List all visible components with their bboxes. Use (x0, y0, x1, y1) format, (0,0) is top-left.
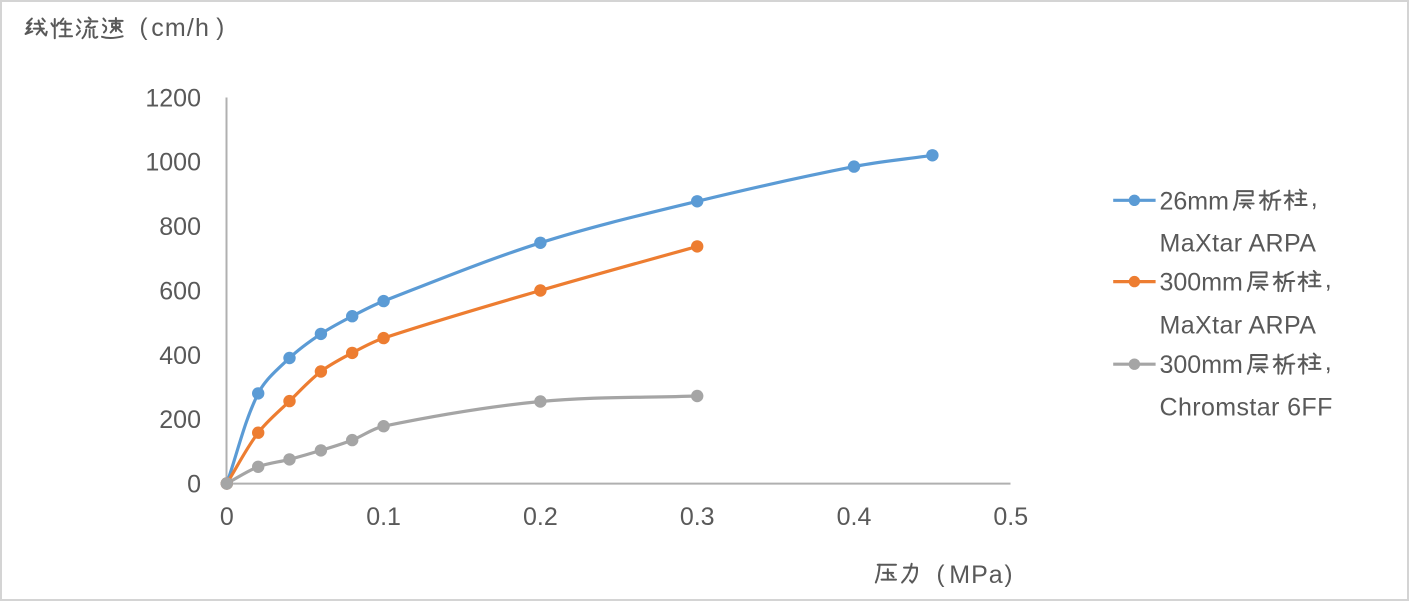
svg-text:MaXtar ARPA: MaXtar ARPA (1160, 230, 1317, 258)
svg-text:300mm: 300mm (1160, 269, 1243, 297)
svg-text:1200: 1200 (145, 84, 201, 112)
svg-text:0.1: 0.1 (366, 503, 401, 531)
svg-text:,: , (1325, 265, 1332, 293)
svg-text:26mm: 26mm (1160, 187, 1229, 215)
svg-text:0.5: 0.5 (993, 503, 1028, 531)
svg-text:0: 0 (187, 471, 201, 499)
svg-text:800: 800 (159, 213, 201, 241)
svg-text:): ) (1005, 561, 1013, 588)
svg-text:0.4: 0.4 (837, 503, 872, 531)
svg-text:,: , (1311, 184, 1318, 212)
svg-text:,: , (1325, 348, 1332, 376)
svg-text:Chromstar 6FF: Chromstar 6FF (1160, 394, 1333, 422)
svg-text:0: 0 (220, 503, 234, 531)
svg-text:0.3: 0.3 (680, 503, 715, 531)
svg-text:200: 200 (159, 406, 201, 434)
svg-text:1000: 1000 (145, 149, 201, 177)
svg-text:(: ( (140, 14, 148, 41)
svg-text:): ) (216, 14, 224, 41)
svg-text:(: ( (937, 561, 945, 588)
svg-text:300mm: 300mm (1160, 351, 1243, 379)
svg-text:cm/h: cm/h (151, 14, 210, 42)
svg-text:400: 400 (159, 342, 201, 370)
svg-text:MaXtar ARPA: MaXtar ARPA (1160, 311, 1317, 339)
svg-text:0.2: 0.2 (523, 503, 558, 531)
svg-text:MPa: MPa (949, 561, 1003, 589)
svg-text:600: 600 (159, 277, 201, 305)
